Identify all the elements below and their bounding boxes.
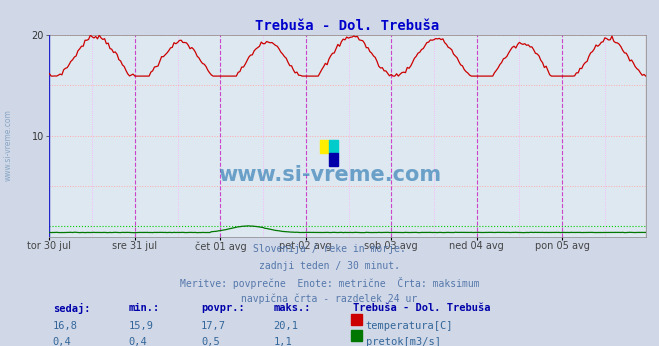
Text: 16,8: 16,8 bbox=[53, 321, 78, 331]
Text: pretok[m3/s]: pretok[m3/s] bbox=[366, 337, 441, 346]
Text: sedaj:: sedaj: bbox=[53, 303, 90, 314]
Text: 17,7: 17,7 bbox=[201, 321, 226, 331]
Text: min.:: min.: bbox=[129, 303, 159, 313]
Text: Meritve: povprečne  Enote: metrične  Črta: maksimum: Meritve: povprečne Enote: metrične Črta:… bbox=[180, 277, 479, 289]
Text: temperatura[C]: temperatura[C] bbox=[366, 321, 453, 331]
Text: povpr.:: povpr.: bbox=[201, 303, 244, 313]
Text: www.si-vreme.com: www.si-vreme.com bbox=[3, 109, 13, 181]
Text: Slovenija / reke in morje.: Slovenija / reke in morje. bbox=[253, 244, 406, 254]
Text: zadnji teden / 30 minut.: zadnji teden / 30 minut. bbox=[259, 261, 400, 271]
Text: Trebuša - Dol. Trebuša: Trebuša - Dol. Trebuša bbox=[353, 303, 490, 313]
Text: 20,1: 20,1 bbox=[273, 321, 299, 331]
Text: 15,9: 15,9 bbox=[129, 321, 154, 331]
Text: maks.:: maks.: bbox=[273, 303, 311, 313]
Text: 0,5: 0,5 bbox=[201, 337, 219, 346]
Text: 0,4: 0,4 bbox=[129, 337, 147, 346]
Title: Trebuša - Dol. Trebuša: Trebuša - Dol. Trebuša bbox=[256, 19, 440, 34]
Text: navpična črta - razdelek 24 ur: navpična črta - razdelek 24 ur bbox=[241, 294, 418, 304]
Text: 0,4: 0,4 bbox=[53, 337, 71, 346]
Text: 1,1: 1,1 bbox=[273, 337, 292, 346]
Text: www.si-vreme.com: www.si-vreme.com bbox=[218, 165, 441, 185]
